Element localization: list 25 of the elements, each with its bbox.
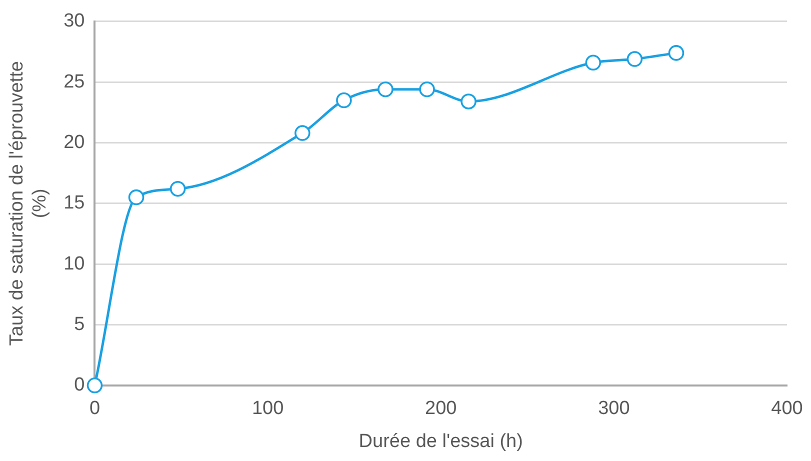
- y-tick-label: 30: [64, 10, 85, 32]
- point: [294, 125, 310, 141]
- y-tick-label: 0: [74, 374, 85, 396]
- x-axis-title: Durée de l'essai (h): [358, 430, 523, 452]
- point: [336, 92, 352, 108]
- y-tick-label: 10: [64, 253, 85, 274]
- y-tick-label: 15: [64, 192, 85, 214]
- point: [378, 81, 394, 98]
- y-tick-label: 5: [74, 314, 85, 335]
- x-tick-label: 0: [89, 398, 100, 420]
- point: [668, 45, 684, 61]
- x-tick-label: 100: [252, 398, 284, 420]
- x-tick-label: 200: [425, 398, 457, 420]
- point: [419, 81, 435, 98]
- y-axis-title: Taux de saturation de l'éprouvette (%): [6, 61, 50, 346]
- x-tick-label: 300: [598, 398, 630, 420]
- point: [585, 54, 602, 71]
- point: [128, 189, 144, 206]
- point: [86, 378, 103, 394]
- point: [626, 51, 643, 67]
- point: [170, 180, 186, 197]
- y-tick-label: 20: [64, 132, 85, 153]
- point: [460, 94, 476, 110]
- x-tick-label: 400: [771, 398, 803, 420]
- y-tick-label: 25: [64, 71, 85, 92]
